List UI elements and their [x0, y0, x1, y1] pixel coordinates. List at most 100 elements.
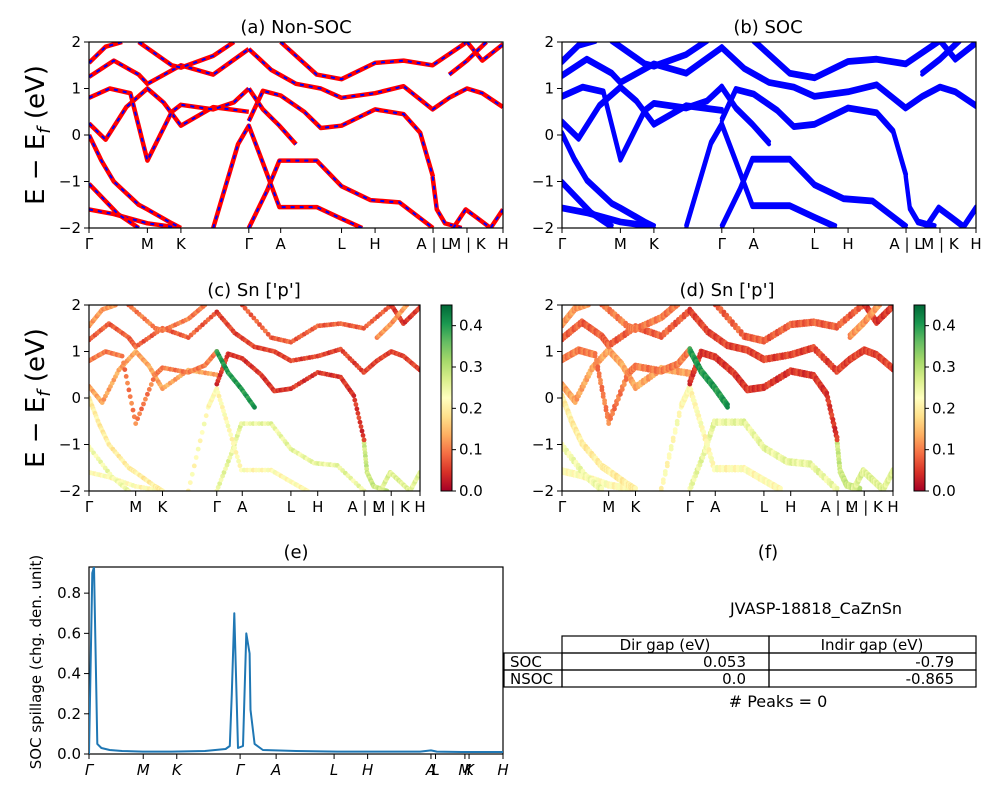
band-point-split	[674, 418, 680, 424]
band-point	[237, 463, 243, 469]
band-point	[257, 322, 262, 327]
panel-e-title: (e)	[283, 542, 308, 563]
band-point-split	[690, 394, 696, 400]
band-line	[246, 88, 436, 178]
x-tick-label: L	[431, 761, 439, 779]
projected-bands	[89, 305, 420, 491]
band-point	[224, 419, 230, 425]
x-tick-label: M | K	[846, 498, 885, 516]
band-point	[125, 380, 130, 386]
band-point-split	[595, 364, 601, 370]
band-point	[230, 441, 236, 446]
plot-frame	[88, 304, 421, 492]
y-tick-label: 0	[544, 389, 554, 407]
band-point	[221, 470, 227, 475]
band-point-split	[857, 485, 863, 491]
band-point	[356, 415, 362, 421]
y-tick-label: 0.6	[57, 624, 81, 642]
band-point-split	[834, 434, 840, 440]
x-tick-label: Γ	[686, 498, 695, 516]
band-line	[719, 47, 976, 112]
y-tick-label: 1	[71, 343, 81, 361]
x-tick-label: A	[270, 761, 281, 779]
y-tick-label: −2	[59, 219, 81, 237]
band-line-split	[612, 42, 707, 67]
panel-c-title: (c) Sn ['p']	[207, 280, 301, 301]
y-tick-label: 0	[71, 126, 81, 144]
band-point-split	[730, 319, 735, 325]
y-tick-label: 1	[71, 80, 81, 98]
table-cell-value: 0.053	[703, 653, 746, 671]
band-point	[361, 437, 367, 443]
panel-f-title: (f)	[758, 542, 778, 563]
band-point-split	[827, 403, 833, 409]
band-line	[609, 42, 709, 70]
colorbar-bar	[440, 304, 453, 492]
x-tick-label: Γ	[245, 235, 254, 253]
x-tick-label: M | K	[373, 498, 412, 516]
x-tick-label: H	[497, 761, 508, 779]
colorbar-tick-label: 0.0	[932, 482, 956, 500]
band-point-split	[724, 312, 730, 318]
x-tick-label: H	[362, 761, 373, 779]
x-tick-label: H	[312, 498, 323, 516]
band-point-split	[701, 429, 707, 435]
band-point	[191, 463, 197, 469]
band-point	[217, 481, 223, 486]
x-tick-label: K	[631, 498, 642, 516]
panel-e-plot: 0.00.20.40.60.8Γ M K Γ A L H AL MK H	[57, 566, 509, 779]
x-tick-label: A	[237, 498, 248, 516]
band-point	[218, 401, 224, 406]
band-point-split	[660, 477, 666, 483]
band-line	[137, 42, 236, 70]
band-point	[216, 393, 222, 399]
plot-frame	[88, 41, 504, 229]
band-point-split	[689, 391, 695, 396]
y-tick-label: 2	[71, 296, 81, 314]
colorbar-tick-label: 0.3	[459, 358, 483, 376]
x-tick-label: A	[425, 761, 436, 779]
band-point-split	[668, 444, 674, 449]
band-point	[221, 408, 226, 414]
band-line	[89, 47, 251, 87]
band-point	[145, 391, 150, 397]
band-line	[562, 47, 724, 86]
band-point	[141, 401, 146, 407]
y-tick-label: −1	[59, 436, 81, 454]
band-point-split	[702, 434, 708, 439]
band-point	[254, 318, 260, 324]
band-line-split	[719, 83, 771, 144]
y-tick-label: −1	[59, 173, 81, 191]
band-point-split	[586, 305, 588, 306]
x-tick-label: Γ	[85, 498, 94, 516]
band-line	[279, 42, 469, 82]
x-tick-label: M	[602, 498, 615, 516]
band-point-split	[695, 409, 700, 415]
band-point	[119, 353, 125, 359]
x-tick-label: A | L	[416, 235, 450, 253]
band-point	[129, 400, 135, 406]
bands	[89, 42, 503, 228]
band-line-split	[924, 204, 976, 228]
x-tick-label: H	[369, 235, 380, 253]
band-point-split	[707, 451, 713, 457]
band-line-dashed	[280, 42, 468, 81]
band-point	[218, 477, 224, 483]
band-point-split	[662, 469, 668, 474]
x-tick-label: K	[464, 761, 475, 779]
colorbar-bar	[913, 304, 926, 492]
band-line-dashed	[452, 207, 503, 228]
band-point-split	[599, 384, 605, 390]
band-point	[236, 458, 242, 464]
band-line-dashed	[248, 48, 503, 111]
panel-c-ylabel: E − Ef (eV)	[21, 328, 55, 468]
plot-frame	[561, 304, 894, 492]
band-point-split	[738, 329, 744, 334]
band-point	[215, 484, 221, 490]
band-point	[234, 454, 240, 460]
x-tick-label: L	[337, 235, 346, 253]
band-line	[89, 42, 123, 65]
